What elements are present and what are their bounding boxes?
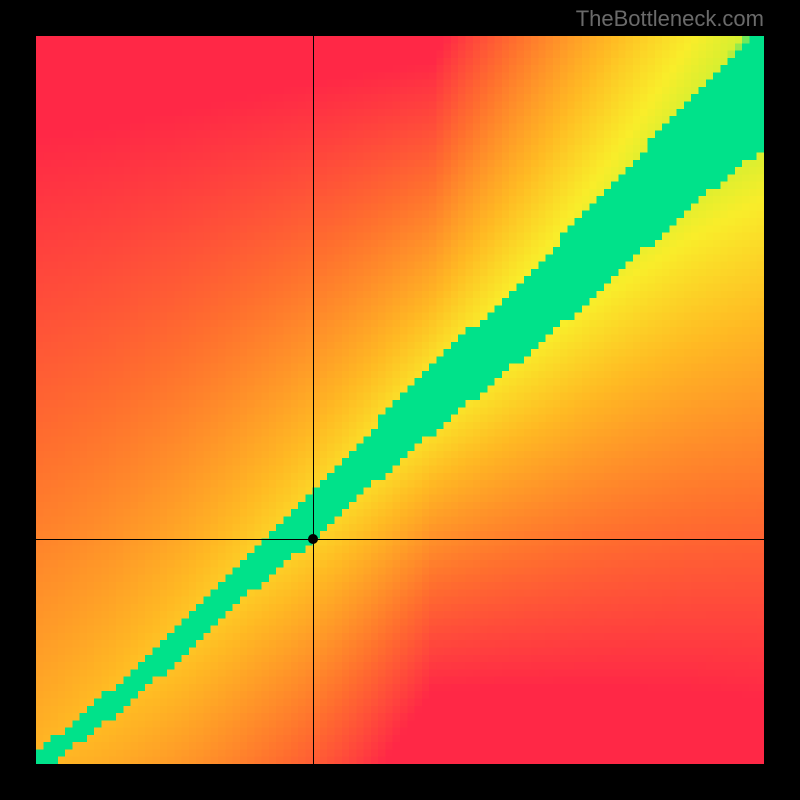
crosshair-horizontal bbox=[36, 539, 764, 540]
chart-container: TheBottleneck.com bbox=[0, 0, 800, 800]
watermark-text: TheBottleneck.com bbox=[576, 6, 764, 32]
bottleneck-heatmap bbox=[36, 36, 764, 764]
crosshair-vertical bbox=[313, 36, 314, 764]
plot-area bbox=[36, 36, 764, 764]
selection-marker-dot bbox=[308, 534, 318, 544]
